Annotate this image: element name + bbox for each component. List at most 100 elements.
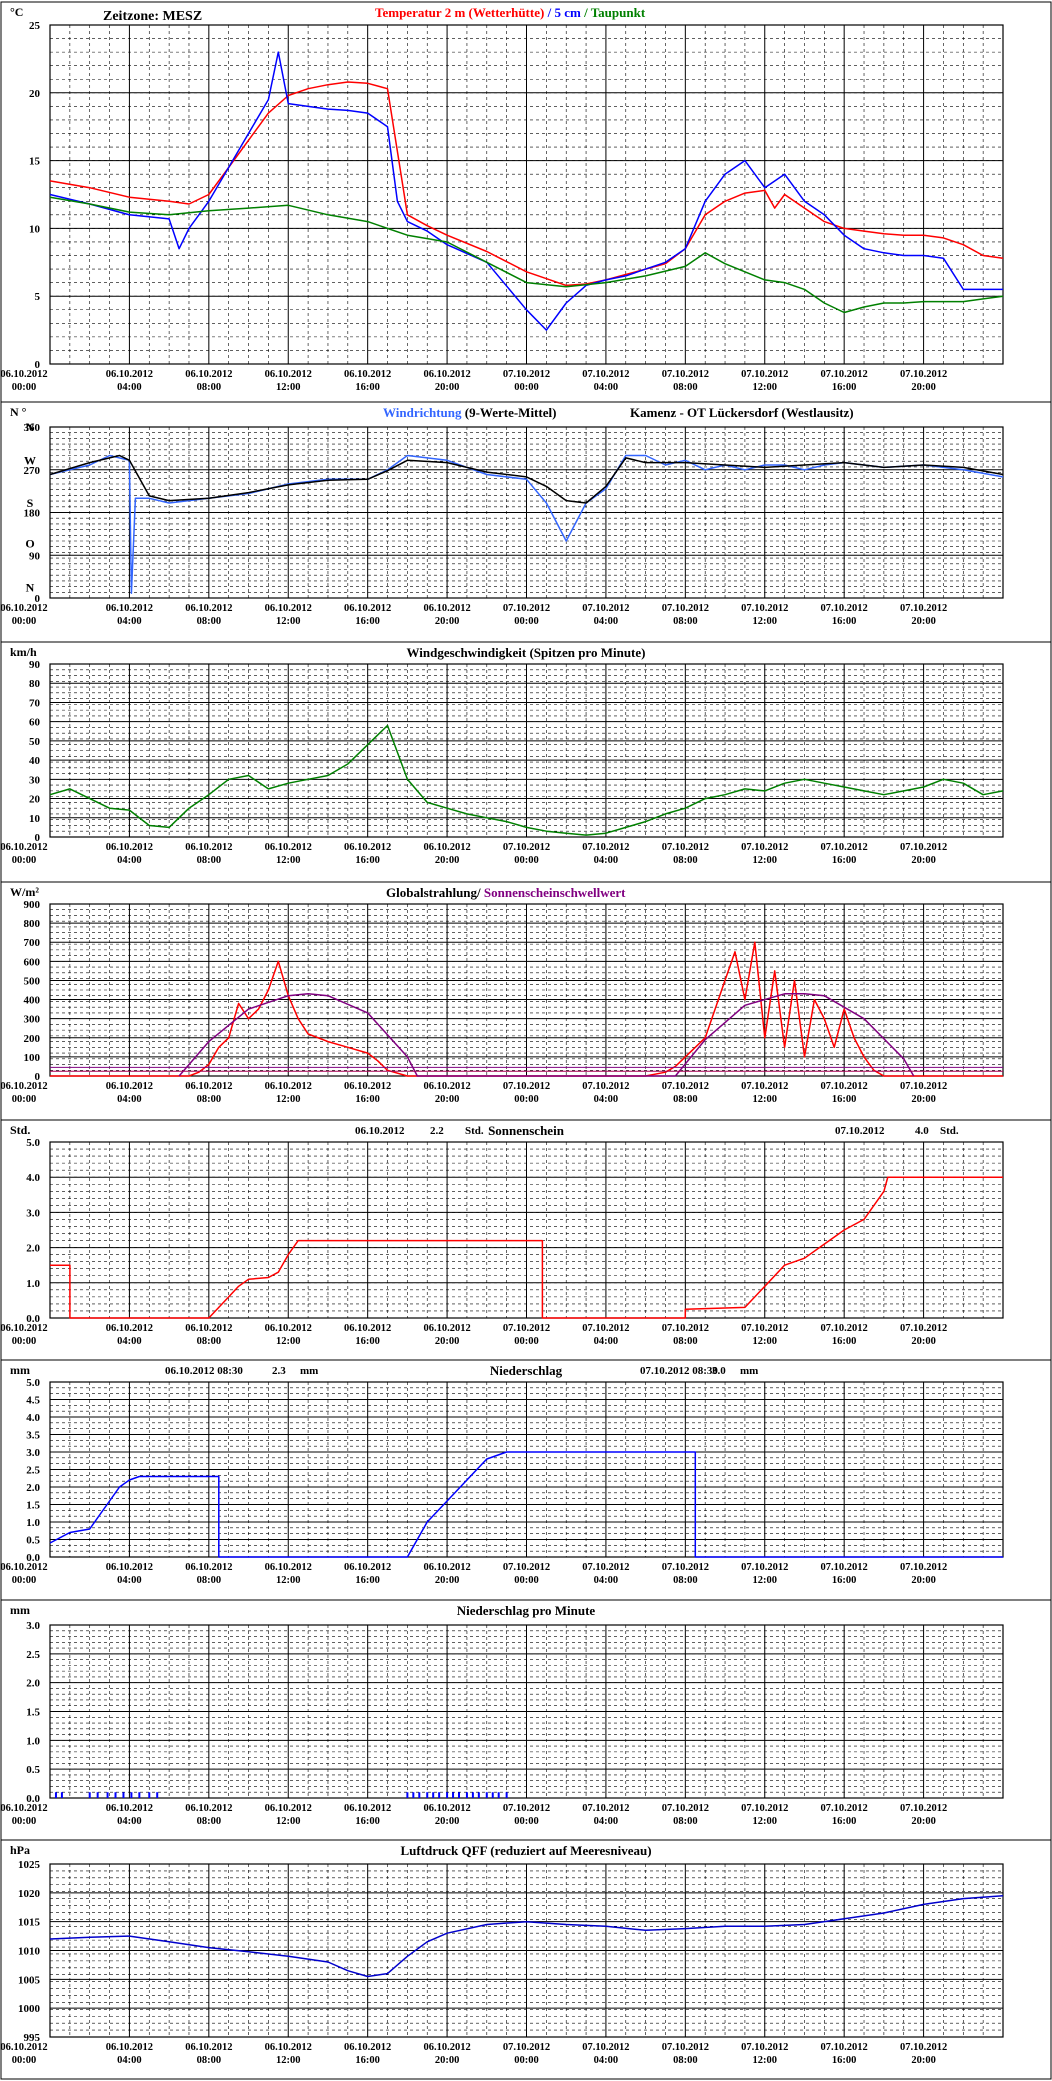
plot-frame [49, 1624, 1004, 1799]
title-part: Temperatur 2 m (Wetterhütte) [375, 5, 544, 20]
y-tick-label: 3.0 [26, 1447, 40, 1459]
y-tick-label: 2.0 [26, 1482, 40, 1494]
x-tick-date: 06.10.2012 [265, 1081, 312, 1092]
title-part: / [544, 5, 554, 20]
x-tick-time: 12:00 [753, 2055, 778, 2066]
x-tick-time: 16:00 [355, 2055, 380, 2066]
x-tick-time: 08:00 [673, 1816, 698, 1827]
x-tick-time: 12:00 [276, 1336, 301, 1347]
x-tick-time: 08:00 [197, 2055, 222, 2066]
chart-title: Windgeschwindigkeit (Spitzen pro Minute) [407, 645, 646, 660]
y-tick-label: 1.0 [26, 1517, 40, 1529]
x-tick-time: 08:00 [673, 1575, 698, 1586]
x-tick-date: 06.10.2012 [0, 1081, 47, 1092]
x-tick-date: 06.10.2012 [265, 603, 312, 614]
y-tick-label: 10 [29, 223, 41, 235]
x-tick-date: 07.10.2012 [582, 603, 629, 614]
x-tick-time: 00:00 [514, 855, 539, 866]
x-tick-date: 06.10.2012 [344, 1081, 391, 1092]
y-tick-label: 0.0 [26, 1793, 40, 1805]
x-tick-date: 07.10.2012 [900, 2042, 947, 2053]
y-tick-label: 900 [24, 899, 41, 911]
chart-title: Niederschlag [490, 1363, 563, 1378]
x-tick-date: 06.10.2012 [423, 1562, 470, 1573]
y-tick-label: 5 [35, 291, 41, 303]
x-tick-date: 06.10.2012 [106, 1562, 153, 1573]
y-tick-label: 1015 [18, 1917, 41, 1929]
x-tick-time: 04:00 [117, 1336, 142, 1347]
x-tick-time: 20:00 [911, 382, 936, 393]
x-tick-time: 16:00 [832, 382, 857, 393]
x-tick-time: 08:00 [673, 1094, 698, 1105]
x-tick-date: 07.10.2012 [662, 1803, 709, 1814]
y-tick-label: 80 [29, 678, 41, 690]
y-tick-label: 200 [24, 1033, 41, 1045]
x-tick-date: 07.10.2012 [821, 1803, 868, 1814]
y-tick-label: 90 [29, 659, 41, 671]
y-tick-label: 5.0 [26, 1377, 40, 1389]
x-tick-time: 20:00 [911, 1816, 936, 1827]
x-tick-time: 00:00 [514, 382, 539, 393]
y-tick-label: 70 [29, 697, 41, 709]
series-line-2 [49, 196, 1004, 314]
x-tick-time: 12:00 [753, 616, 778, 627]
series-line-1 [49, 454, 1004, 504]
chart-panel-temperature: 0 5 10 15 20 25 °C Temperatur 2 m (Wetterhütte)… [0, 1, 1052, 403]
y-tick-label: 20 [29, 794, 41, 806]
y-tick-label: 5.0 [26, 1137, 40, 1149]
x-tick-time: 20:00 [911, 1575, 936, 1586]
x-tick-date: 06.10.2012 [0, 1323, 47, 1334]
x-tick-time: 08:00 [197, 1094, 222, 1105]
x-tick-date: 06.10.2012 [423, 1323, 470, 1334]
y-tick-label: 2.0 [26, 1243, 40, 1255]
y-tick-label: 4.5 [26, 1395, 40, 1407]
y-tick-label: 4.0 [26, 1412, 40, 1424]
chart-title: Globalstrahlung/ Sonnenscheinschwellwert [386, 885, 626, 900]
compass-label: O [25, 536, 34, 550]
x-tick-time: 04:00 [594, 2055, 619, 2066]
summary-date: 07.10.2012 [835, 1125, 885, 1137]
x-tick-date: 07.10.2012 [662, 1562, 709, 1573]
x-tick-time: 00:00 [514, 1816, 539, 1827]
x-tick-date: 07.10.2012 [582, 842, 629, 853]
x-tick-time: 20:00 [435, 382, 460, 393]
x-tick-time: 16:00 [355, 1336, 380, 1347]
x-tick-date: 07.10.2012 [821, 369, 868, 380]
title-part: / [581, 5, 591, 20]
x-tick-time: 00:00 [12, 1094, 37, 1105]
y-tick-label: 0 [35, 359, 41, 371]
x-tick-time: 00:00 [514, 1336, 539, 1347]
x-tick-time: 16:00 [832, 616, 857, 627]
x-tick-time: 00:00 [12, 1816, 37, 1827]
x-tick-time: 20:00 [911, 855, 936, 866]
x-tick-time: 08:00 [197, 1336, 222, 1347]
x-tick-date: 07.10.2012 [821, 1323, 868, 1334]
x-tick-date: 07.10.2012 [900, 1562, 947, 1573]
x-tick-date: 06.10.2012 [265, 369, 312, 380]
x-tick-date: 06.10.2012 [185, 603, 232, 614]
x-tick-date: 07.10.2012 [662, 369, 709, 380]
station-location: Kamenz - OT Lückersdorf (Westlausitz) [630, 405, 854, 420]
x-tick-time: 16:00 [832, 1094, 857, 1105]
x-tick-time: 12:00 [753, 1816, 778, 1827]
x-tick-time: 04:00 [117, 2055, 142, 2066]
x-tick-date: 07.10.2012 [741, 842, 788, 853]
chart-title: Sonnenschein [488, 1123, 565, 1138]
x-tick-time: 08:00 [673, 382, 698, 393]
series-line-0 [49, 454, 1004, 595]
x-tick-date: 07.10.2012 [900, 603, 947, 614]
x-tick-date: 06.10.2012 [106, 603, 153, 614]
title-part: Taupunkt [591, 5, 646, 20]
summary-value: 2.2 [430, 1125, 444, 1137]
x-tick-date: 06.10.2012 [0, 603, 47, 614]
summary-value: 2.3 [272, 1365, 286, 1377]
x-tick-time: 00:00 [514, 1575, 539, 1586]
title-part: 5 cm [554, 5, 581, 20]
y-tick-label: 3.5 [26, 1430, 40, 1442]
x-tick-time: 12:00 [276, 1094, 301, 1105]
x-tick-date: 06.10.2012 [265, 1562, 312, 1573]
summary-unit: mm [300, 1365, 318, 1377]
y-tick-label: 3.0 [26, 1207, 40, 1219]
x-tick-date: 06.10.2012 [265, 1323, 312, 1334]
